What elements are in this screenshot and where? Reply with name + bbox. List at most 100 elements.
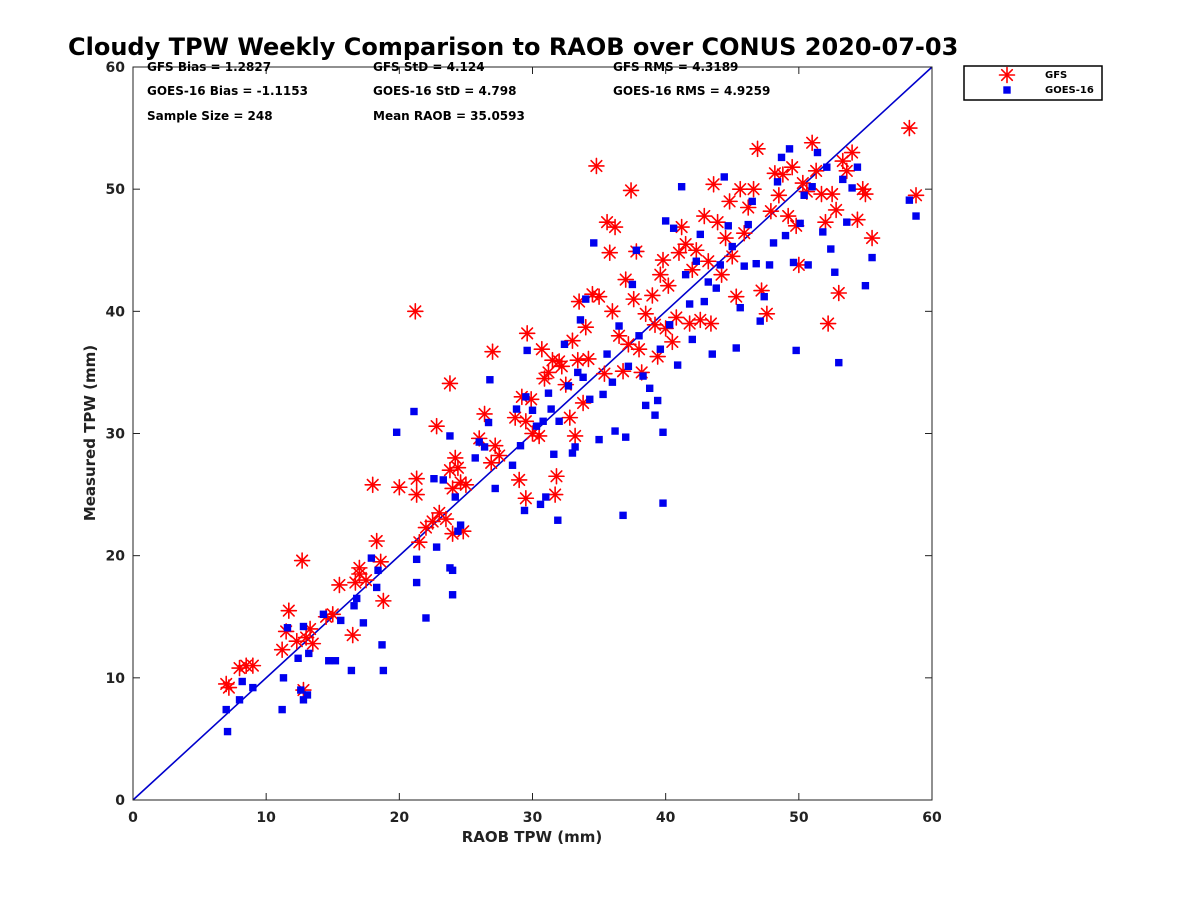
gfs-point (630, 340, 648, 358)
gfs-point (561, 409, 579, 426)
y-tick-label: 50 (106, 182, 126, 198)
goes16-point (765, 261, 774, 269)
gfs-point (391, 478, 408, 496)
goes16-point (536, 500, 545, 509)
y-tick-label: 10 (106, 671, 126, 687)
gfs-point (304, 635, 322, 652)
gfs-point (721, 193, 738, 210)
gfs-point (590, 288, 608, 305)
goes16-point (454, 527, 462, 535)
gfs-point (408, 470, 425, 488)
gfs-point (601, 244, 619, 261)
goes16-point (512, 405, 521, 413)
gfs-point (830, 284, 848, 302)
gfs-point (533, 340, 551, 358)
goes16-point (599, 390, 607, 399)
goes16-point (645, 384, 654, 392)
goes16-point (475, 438, 483, 446)
goes16-point (579, 373, 587, 382)
gfs-point (441, 461, 459, 479)
goes16-point (297, 686, 305, 694)
goes16-point (720, 173, 728, 181)
legend-gfs-label: GFS (1045, 70, 1067, 81)
gfs-point (536, 370, 553, 387)
goes16-point (422, 614, 430, 622)
goes16-point (708, 350, 716, 358)
legend-gfs-asterisk (998, 66, 1016, 84)
stat-sample-size: Sample Size = 248 (147, 109, 273, 123)
goes16-point (611, 427, 619, 435)
gfs-point (863, 229, 881, 247)
goes16-point (574, 368, 582, 377)
x-tick-label: 40 (656, 810, 676, 826)
goes16-point (516, 442, 525, 450)
goes16-point (800, 191, 808, 199)
goes16-point (299, 622, 308, 631)
goes16-point (905, 196, 914, 204)
goes16-point (728, 242, 736, 251)
goes16-point (639, 372, 647, 380)
goes16-point (590, 239, 598, 247)
goes16-point (796, 219, 804, 228)
gfs-point (731, 180, 749, 198)
goes16-point (372, 583, 381, 592)
gfs-point (702, 315, 720, 332)
chart-title: Cloudy TPW Weekly Comparison to RAOB ove… (68, 33, 958, 61)
goes16-point (681, 270, 690, 279)
goes16-point (632, 246, 641, 254)
goes16-point (378, 641, 386, 649)
goes16-point (819, 228, 827, 236)
goes16-point (554, 516, 562, 524)
gfs-point (596, 365, 613, 382)
gfs-point (280, 602, 298, 619)
gfs-point (770, 186, 788, 204)
goes16-point (223, 727, 232, 736)
goes16-point (520, 506, 529, 515)
goes16-point (278, 705, 286, 714)
gfs-point (510, 471, 528, 489)
gfs-point (717, 229, 734, 247)
goes16-point (305, 649, 313, 658)
goes16-point (299, 696, 308, 704)
goes16-point (748, 197, 756, 206)
goes16-point (508, 461, 517, 469)
goes16-point (740, 262, 748, 270)
gfs-point (803, 134, 821, 152)
goes16-point (669, 224, 678, 232)
goes16-point (222, 705, 230, 714)
goes16-point (486, 376, 494, 384)
gfs-point (644, 287, 661, 304)
gfs-point (606, 218, 624, 236)
goes16-point (696, 230, 704, 239)
gfs-point (441, 375, 459, 392)
gfs-point (324, 606, 342, 623)
gfs-point (843, 144, 861, 161)
gfs-point (713, 266, 730, 283)
goes16-point (661, 217, 670, 225)
x-tick-label: 60 (922, 810, 942, 826)
gfs-point (566, 427, 584, 445)
goes16-point (724, 222, 732, 230)
gfs-point (622, 182, 640, 199)
goes16-point (603, 350, 611, 358)
goes16-point (319, 610, 328, 619)
goes16-point (412, 555, 421, 564)
goes16-point (777, 153, 786, 162)
x-tick-label: 50 (789, 810, 809, 826)
goes16-point (550, 450, 558, 458)
gfs-point (823, 185, 841, 203)
stat-gfs-bias: GFS Bias = 1.2827 (147, 60, 271, 74)
gfs-point (580, 350, 597, 368)
goes16-point (685, 300, 694, 308)
goes16-point (608, 378, 617, 386)
legend-box (963, 65, 1103, 101)
gfs-point (762, 202, 780, 220)
goes16-point (568, 449, 577, 457)
legend-goes16-marker (1003, 86, 1011, 94)
goes16-point (571, 443, 579, 451)
stat-goes-std: GOES-16 StD = 4.798 (373, 84, 516, 98)
stat-goes-bias: GOES-16 Bias = -1.1153 (147, 84, 308, 98)
goes16-point (808, 183, 816, 191)
goes16-point (347, 666, 356, 675)
gfs-point (695, 207, 713, 225)
